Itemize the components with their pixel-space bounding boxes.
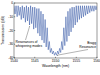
x-tick (14, 57, 15, 58)
y-tick-label: 0 (11, 1, 13, 5)
x-tick (34, 57, 35, 58)
x-tick-label: 1560 (93, 59, 100, 63)
chart: 15401545155015551560-40-30-20-100Wavelen… (0, 0, 100, 75)
x-tick (55, 57, 56, 58)
x-tick-label: 1545 (31, 59, 39, 63)
y-tick (14, 16, 15, 17)
y-tick-label: -20 (8, 29, 13, 33)
y-tick-label: -30 (8, 42, 13, 46)
annotation-arrow (57, 50, 88, 56)
annotation: Resonances ofwhispering modes (16, 40, 43, 48)
annotation-line: whispering modes (16, 44, 43, 48)
annotation-line: Resonance (79, 45, 96, 49)
plot-frame (14, 3, 97, 58)
series-line (14, 6, 97, 56)
x-tick-label: 1550 (52, 59, 60, 63)
plot-area (14, 6, 97, 56)
annotation-arrow (26, 27, 30, 41)
y-tick (14, 3, 15, 4)
y-axis-label: Transmission (dB) (1, 16, 5, 45)
x-tick (97, 57, 98, 58)
y-tick (14, 58, 15, 59)
x-tick-label: 1555 (72, 59, 80, 63)
x-tick (76, 57, 77, 58)
y-tick-label: -10 (8, 15, 13, 19)
x-axis-label: Wavelength (nm) (42, 64, 69, 68)
y-tick-label: -40 (8, 56, 13, 60)
y-tick (14, 30, 15, 31)
annotation: BraggResonance (79, 41, 96, 49)
